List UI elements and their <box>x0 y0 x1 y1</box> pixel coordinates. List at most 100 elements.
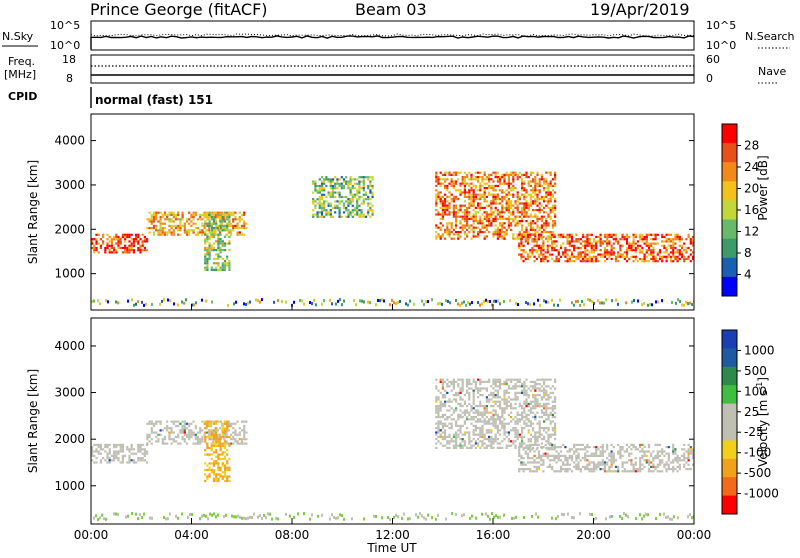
echo-cell <box>601 253 604 256</box>
near-range-cell <box>269 512 271 516</box>
echo-cell <box>108 249 111 252</box>
echo-cell <box>457 233 460 236</box>
echo-cell <box>543 222 546 225</box>
echo-cell <box>532 411 535 414</box>
echo-cell <box>488 400 491 403</box>
echo-cell <box>479 418 482 421</box>
echo-cell <box>481 431 484 434</box>
echo-cell <box>496 378 499 381</box>
echo-cell <box>661 452 664 455</box>
echo-cell <box>617 465 620 468</box>
echo-cell <box>562 233 565 236</box>
echo-cell <box>518 420 521 423</box>
near-range-cell <box>309 301 311 305</box>
echo-cell <box>536 224 539 227</box>
echo-cell <box>674 450 677 453</box>
echo-cell <box>126 249 129 252</box>
echo-cell <box>459 387 462 390</box>
echo-cell <box>551 409 554 412</box>
echo-cell <box>514 433 517 436</box>
echo-cell <box>106 242 109 245</box>
echo-cell <box>157 233 160 236</box>
echo-cell <box>623 255 626 258</box>
echo-cell <box>599 253 602 256</box>
echo-cell <box>490 394 493 397</box>
echo-cell <box>192 222 195 225</box>
echo-cell <box>501 237 504 240</box>
echo-cell <box>531 251 534 254</box>
echo-cell <box>481 444 484 447</box>
echo-cell <box>466 389 469 392</box>
echo-cell <box>470 215 473 218</box>
near-range-cell <box>97 299 99 303</box>
echo-cell <box>546 454 549 457</box>
echo-cell <box>481 394 484 397</box>
near-range-cell <box>113 512 115 516</box>
echo-cell <box>575 443 578 446</box>
echo-cell <box>215 227 218 230</box>
echo-cell <box>181 431 184 434</box>
echo-cell <box>461 383 464 386</box>
echo-cell <box>542 253 545 256</box>
echo-cell <box>577 255 580 258</box>
echo-cell <box>102 448 105 451</box>
echo-cell <box>534 394 537 397</box>
echo-cell <box>358 182 361 185</box>
echo-cell <box>229 211 233 214</box>
echo-cell <box>503 211 506 214</box>
echo-cell <box>689 242 692 245</box>
echo-cell <box>139 450 142 453</box>
echo-cell <box>665 461 668 464</box>
echo-cell <box>652 470 655 473</box>
echo-cell <box>439 378 442 381</box>
echo-cell <box>177 213 180 216</box>
echo-cell <box>168 433 171 436</box>
colorbar-tick-label: -1000 <box>744 487 779 501</box>
echo-cell <box>212 462 216 465</box>
echo-cell <box>514 446 517 449</box>
echo-cell <box>503 180 506 183</box>
echo-cell <box>542 246 545 250</box>
echo-cell <box>441 224 444 227</box>
echo-cell <box>512 440 515 443</box>
echo-cell <box>444 209 447 212</box>
near-range-cell <box>427 513 429 517</box>
echo-cell <box>529 461 532 464</box>
echo-cell <box>238 442 241 445</box>
echo-cell <box>521 442 524 445</box>
near-range-cell <box>275 516 277 520</box>
echo-cell <box>532 209 535 212</box>
echo-cell <box>661 240 664 243</box>
echo-cell <box>161 440 164 443</box>
echo-cell <box>124 251 127 254</box>
echo-cell <box>597 461 600 464</box>
echo-cell <box>323 178 326 181</box>
echo-cell <box>441 394 444 397</box>
echo-cell <box>656 454 659 457</box>
echo-cell <box>540 220 543 223</box>
echo-cell <box>537 253 541 256</box>
echo-cell <box>226 460 229 463</box>
echo-cell <box>463 213 466 216</box>
near-range-cell <box>493 515 495 519</box>
echo-cell <box>106 244 109 247</box>
near-range-cell <box>651 303 653 307</box>
near-range-cell <box>487 300 489 304</box>
echo-cell <box>477 442 480 445</box>
echo-cell <box>543 378 546 381</box>
echo-cell <box>320 211 324 214</box>
echo-cell <box>496 380 499 383</box>
echo-cell <box>474 440 477 443</box>
echo-cell <box>507 211 510 214</box>
echo-cell <box>435 422 438 425</box>
echo-cell <box>492 195 495 198</box>
echo-cell <box>221 453 224 456</box>
echo-cell <box>130 249 133 252</box>
echo-cell <box>549 435 552 438</box>
echo-cell <box>536 387 539 390</box>
echo-cell <box>459 182 462 185</box>
echo-cell <box>435 405 438 408</box>
echo-cell <box>535 257 538 261</box>
near-range-cell <box>667 515 669 519</box>
echo-cell <box>208 438 211 441</box>
